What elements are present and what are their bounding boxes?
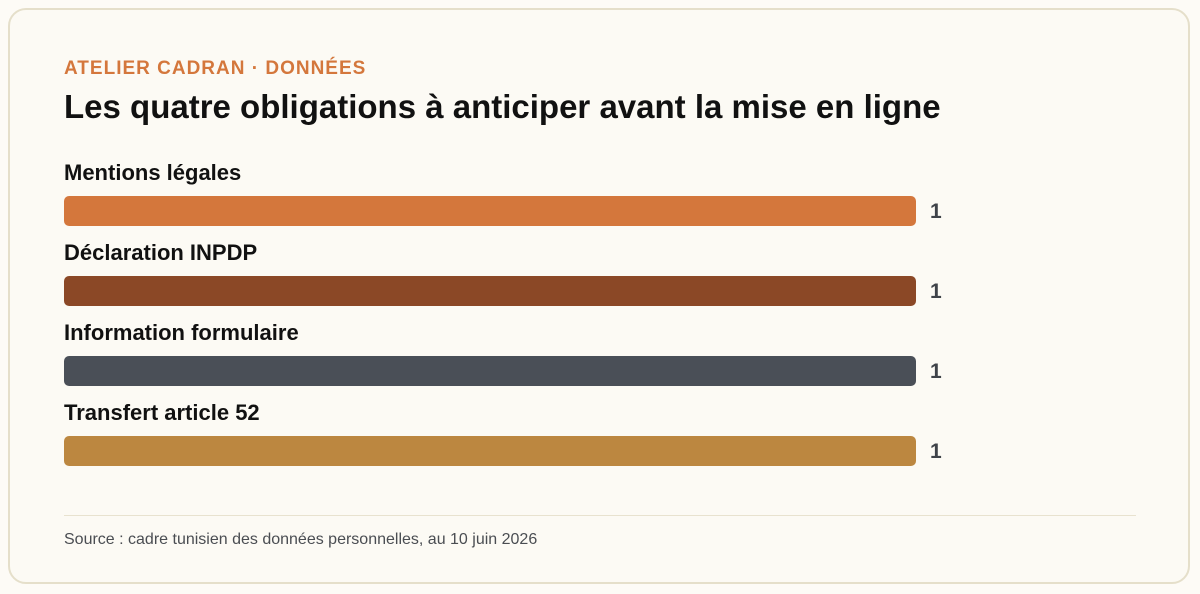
bar-label: Information formulaire (64, 320, 299, 345)
bar-value-label: 1 (930, 440, 942, 463)
bar-label: Déclaration INPDP (64, 240, 258, 265)
bar (64, 196, 916, 226)
bar (64, 276, 916, 306)
bar-label: Transfert article 52 (64, 400, 260, 425)
eyebrow-label: ATELIER CADRAN · DONNÉES (64, 58, 367, 79)
chart-title: Les quatre obligations à anticiper avant… (64, 88, 941, 125)
bar-track (64, 276, 916, 306)
bar-label: Mentions légales (64, 160, 242, 185)
bar (64, 356, 916, 386)
bar-value-label: 1 (930, 360, 942, 383)
source-note: Source : cadre tunisien des données pers… (64, 531, 538, 548)
footer-divider (64, 515, 1136, 516)
bar-track (64, 436, 916, 466)
bar-value-label: 1 (930, 200, 942, 223)
bar-value-label: 1 (930, 280, 942, 303)
bar (64, 436, 916, 466)
bar-track (64, 356, 916, 386)
bar-track (64, 196, 916, 226)
